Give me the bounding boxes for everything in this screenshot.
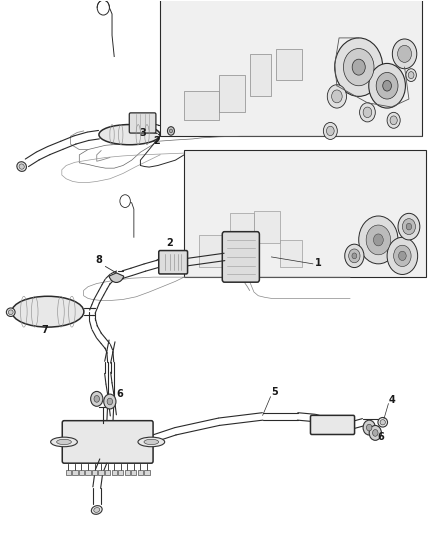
Circle shape <box>363 420 375 435</box>
Circle shape <box>398 213 420 240</box>
Text: 2: 2 <box>153 136 160 146</box>
Ellipse shape <box>19 164 24 169</box>
Bar <box>138 470 143 475</box>
Circle shape <box>167 127 174 135</box>
Circle shape <box>352 253 357 259</box>
Bar <box>85 470 91 475</box>
Circle shape <box>327 85 346 108</box>
Bar <box>199 235 230 266</box>
Wedge shape <box>109 273 124 282</box>
Bar <box>160 0 422 136</box>
Ellipse shape <box>57 439 71 445</box>
Ellipse shape <box>378 417 388 427</box>
Bar <box>66 470 71 475</box>
Bar <box>92 470 97 475</box>
Bar <box>118 470 124 475</box>
Circle shape <box>399 251 406 261</box>
Ellipse shape <box>94 507 100 512</box>
Circle shape <box>335 38 383 96</box>
Circle shape <box>97 0 110 15</box>
Circle shape <box>359 216 398 264</box>
Circle shape <box>373 430 378 436</box>
Text: 3: 3 <box>139 128 146 138</box>
Ellipse shape <box>92 506 102 514</box>
Text: 5: 5 <box>272 387 278 397</box>
Circle shape <box>374 234 383 246</box>
Circle shape <box>408 71 414 79</box>
Text: 6: 6 <box>117 389 123 399</box>
Circle shape <box>369 425 381 440</box>
Bar <box>230 213 254 256</box>
Circle shape <box>107 398 113 405</box>
Circle shape <box>394 245 411 266</box>
Circle shape <box>352 59 365 75</box>
Ellipse shape <box>7 308 15 317</box>
Ellipse shape <box>51 437 78 447</box>
Bar <box>79 470 84 475</box>
Circle shape <box>390 116 397 125</box>
Circle shape <box>91 391 103 406</box>
Bar <box>131 470 137 475</box>
Circle shape <box>406 223 412 230</box>
Circle shape <box>323 123 337 140</box>
Text: 6: 6 <box>377 432 384 442</box>
FancyBboxPatch shape <box>129 113 156 133</box>
Circle shape <box>387 237 418 274</box>
FancyBboxPatch shape <box>159 251 187 274</box>
Circle shape <box>343 49 374 86</box>
Circle shape <box>345 244 364 268</box>
Circle shape <box>383 80 392 91</box>
Ellipse shape <box>144 439 159 445</box>
Bar <box>125 470 130 475</box>
FancyBboxPatch shape <box>62 421 153 463</box>
Bar <box>72 470 78 475</box>
Circle shape <box>363 107 372 118</box>
Ellipse shape <box>99 125 160 145</box>
Bar <box>99 470 104 475</box>
Text: 1: 1 <box>315 259 322 269</box>
Circle shape <box>406 69 417 82</box>
Circle shape <box>367 424 372 431</box>
Bar <box>105 470 110 475</box>
Text: 8: 8 <box>95 255 102 265</box>
Text: 4: 4 <box>389 394 395 405</box>
Text: 7: 7 <box>41 325 48 335</box>
Bar <box>112 470 117 475</box>
Circle shape <box>332 90 342 103</box>
Circle shape <box>326 126 334 135</box>
Circle shape <box>376 72 398 99</box>
Bar <box>184 150 426 277</box>
Ellipse shape <box>8 310 13 314</box>
Circle shape <box>94 395 99 402</box>
Bar <box>219 75 245 112</box>
Bar <box>184 91 219 120</box>
Circle shape <box>387 112 400 128</box>
Circle shape <box>369 63 406 108</box>
Bar <box>145 470 150 475</box>
Ellipse shape <box>17 161 26 172</box>
Circle shape <box>349 249 360 263</box>
FancyBboxPatch shape <box>222 232 259 282</box>
Circle shape <box>170 129 173 133</box>
Circle shape <box>360 103 375 122</box>
Circle shape <box>392 39 417 69</box>
Ellipse shape <box>380 419 385 425</box>
Bar <box>250 54 272 96</box>
Bar <box>254 211 280 243</box>
Circle shape <box>403 219 416 235</box>
FancyBboxPatch shape <box>311 415 355 434</box>
Circle shape <box>366 225 391 255</box>
Circle shape <box>120 195 131 207</box>
Circle shape <box>398 45 412 62</box>
Ellipse shape <box>138 437 165 447</box>
Bar <box>276 49 302 80</box>
Circle shape <box>104 394 116 409</box>
Text: 2: 2 <box>166 238 173 248</box>
Ellipse shape <box>12 296 84 327</box>
Bar <box>280 240 302 266</box>
